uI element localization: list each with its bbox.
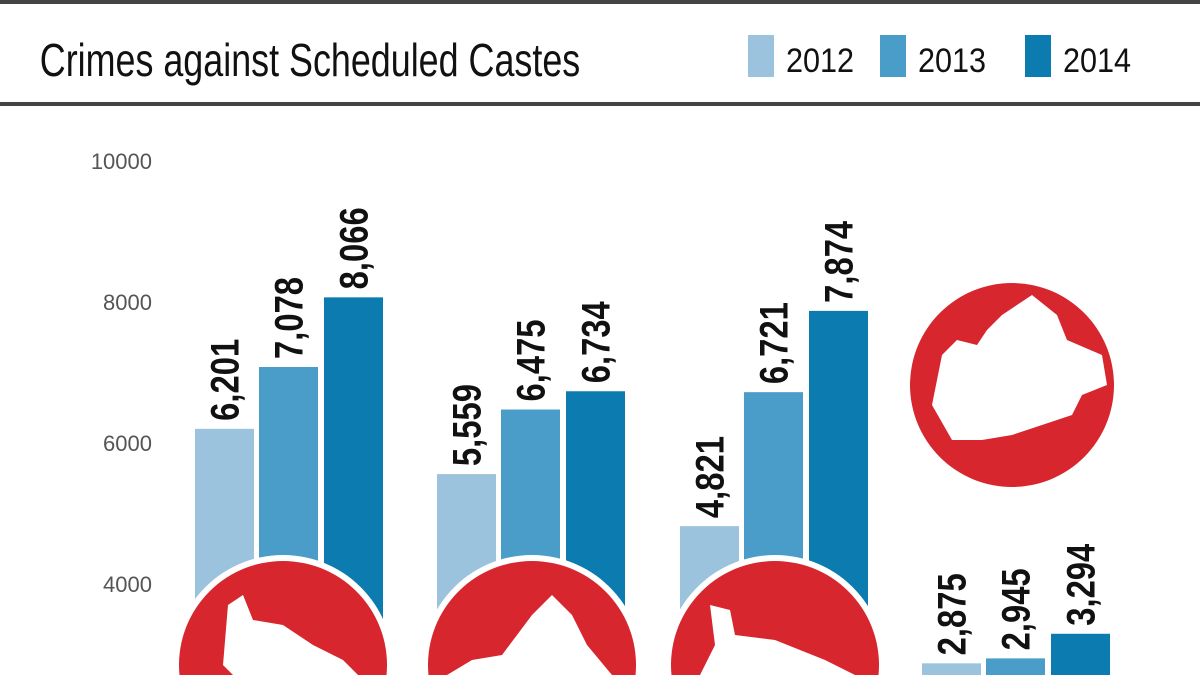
legend-label-2014: 2014 [1063, 42, 1131, 80]
legend-label-2012: 2012 [786, 42, 854, 80]
legend-swatch-2014 [1025, 35, 1051, 77]
legend: 2012 2013 2014 [748, 35, 1131, 79]
y-tick-label: 6000 [103, 431, 152, 456]
top-rule [0, 0, 1200, 4]
data-label: 3,294 [1058, 543, 1103, 626]
data-label: 2,945 [993, 568, 1038, 650]
bar-2012-group-4 [922, 663, 981, 675]
state-map-icon [223, 595, 358, 675]
data-label: 2,875 [929, 573, 974, 655]
state-map-icon [700, 605, 860, 675]
bar-2013-group-4 [986, 658, 1045, 675]
legend-swatch-2012 [748, 35, 774, 77]
legend-swatch-2013 [880, 35, 906, 77]
legend-label-2013: 2013 [918, 42, 986, 80]
data-label: 6,734 [573, 301, 618, 384]
y-tick-label: 8000 [103, 290, 152, 315]
state-icons [173, 277, 1120, 675]
data-label: 6,721 [751, 302, 796, 384]
header-rule [0, 102, 1200, 106]
data-label: 4,821 [687, 436, 732, 518]
data-label: 5,559 [444, 384, 489, 466]
chart-title: Crimes against Scheduled Castes [40, 35, 580, 86]
data-label: 6,201 [202, 339, 247, 421]
bar-2014-group-4 [1051, 633, 1110, 675]
data-label: 7,874 [816, 220, 861, 303]
state-map-icon [932, 295, 1107, 440]
data-label: 7,078 [266, 277, 311, 359]
y-tick-label: 10000 [91, 149, 152, 174]
y-tick-label: 4000 [103, 572, 152, 597]
y-axis: 10000 8000 6000 4000 [91, 149, 152, 597]
data-label: 8,066 [331, 207, 376, 289]
state-map-icon [447, 595, 617, 675]
data-label: 6,475 [508, 319, 553, 401]
